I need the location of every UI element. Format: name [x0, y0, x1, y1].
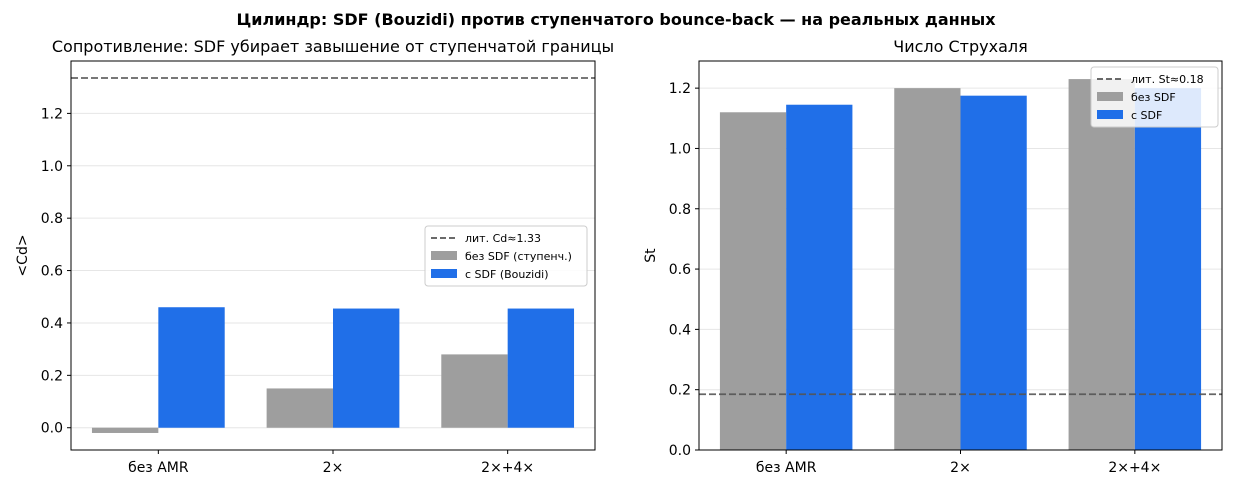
y-tick-label: 0.8	[41, 211, 63, 227]
x-tick-label: 2×+4×	[1108, 460, 1161, 476]
bar-sdf-1	[960, 95, 1027, 451]
bar-no-sdf-2	[1068, 79, 1135, 451]
bar-sdf-0	[786, 104, 853, 451]
chart-title: Число Струхаля	[893, 37, 1028, 56]
bar-no-sdf-0	[91, 427, 159, 433]
y-tick-label: 0.8	[669, 202, 691, 218]
legend-swatch-sdf	[431, 269, 457, 278]
y-tick-label: 1.2	[669, 81, 691, 97]
y-tick-label: 0.6	[669, 262, 691, 278]
bar-no-sdf-1	[894, 88, 961, 451]
bar-sdf-1	[333, 308, 400, 428]
x-tick-label: без AMR	[128, 460, 189, 476]
y-axis-label: St	[643, 248, 659, 263]
bar-no-sdf-0	[719, 112, 787, 451]
legend-box	[424, 225, 588, 287]
legend-label-no-sdf: без SDF (ступенч.)	[465, 250, 572, 263]
y-tick-label: 0.4	[669, 322, 691, 338]
x-tick-label: без AMR	[756, 460, 817, 476]
legend: лит. Cd≈1.33 без SDF (ступенч.) с SDF (Bou…	[424, 225, 588, 287]
bar-sdf-2	[1134, 88, 1202, 451]
legend-swatch-no-sdf	[431, 251, 457, 260]
legend-label-no-sdf: без SDF	[1131, 91, 1176, 104]
x-tick-label: 2×	[323, 460, 344, 476]
legend-label-sdf: с SDF	[1131, 109, 1162, 122]
y-tick-label: 0.2	[669, 383, 691, 399]
y-tick-label: 1.2	[41, 106, 63, 122]
legend: лит. St≈0.18 без SDF с SDF	[1090, 66, 1219, 128]
bar-no-sdf-2	[441, 354, 508, 428]
y-tick-label: 0.6	[41, 264, 63, 280]
legend-label-sdf: с SDF (Bouzidi)	[465, 268, 549, 281]
x-tick-label: 2×+4×	[481, 460, 534, 476]
chart-title: Сопротивление: SDF убирает завышение от …	[52, 37, 614, 56]
y-tick-label: 1.0	[41, 159, 63, 175]
bar-no-sdf-1	[266, 388, 333, 428]
y-tick-label: 1.0	[669, 141, 691, 157]
y-tick-label: 0.2	[41, 368, 63, 384]
bar-sdf-2	[507, 308, 575, 428]
legend-label-reference: лит. Cd≈1.33	[465, 232, 541, 245]
figure-suptitle: Цилиндр: SDF (Bouzidi) против ступенчато…	[236, 10, 996, 29]
bar-sdf-0	[158, 307, 225, 428]
y-tick-label: 0.0	[41, 421, 63, 437]
chart-drag-coefficient: 0.0 0.2 0.4 0.6 0.8 1.0 1.2 без AMR 2× 2×+4× Сопро…	[15, 37, 614, 476]
y-axis-label: <Cd>	[15, 234, 31, 276]
chart-strouhal-number: 0.0 0.2 0.4 0.6 0.8 1.0 1.2 без AMR 2× 2×+4× Число…	[643, 37, 1223, 476]
x-tick-label: 2×	[950, 460, 971, 476]
legend-label-reference: лит. St≈0.18	[1131, 73, 1204, 86]
y-tick-label: 0.0	[669, 443, 691, 459]
legend-swatch-no-sdf	[1097, 92, 1123, 101]
legend-swatch-sdf	[1097, 110, 1123, 119]
y-tick-label: 0.4	[41, 316, 63, 332]
